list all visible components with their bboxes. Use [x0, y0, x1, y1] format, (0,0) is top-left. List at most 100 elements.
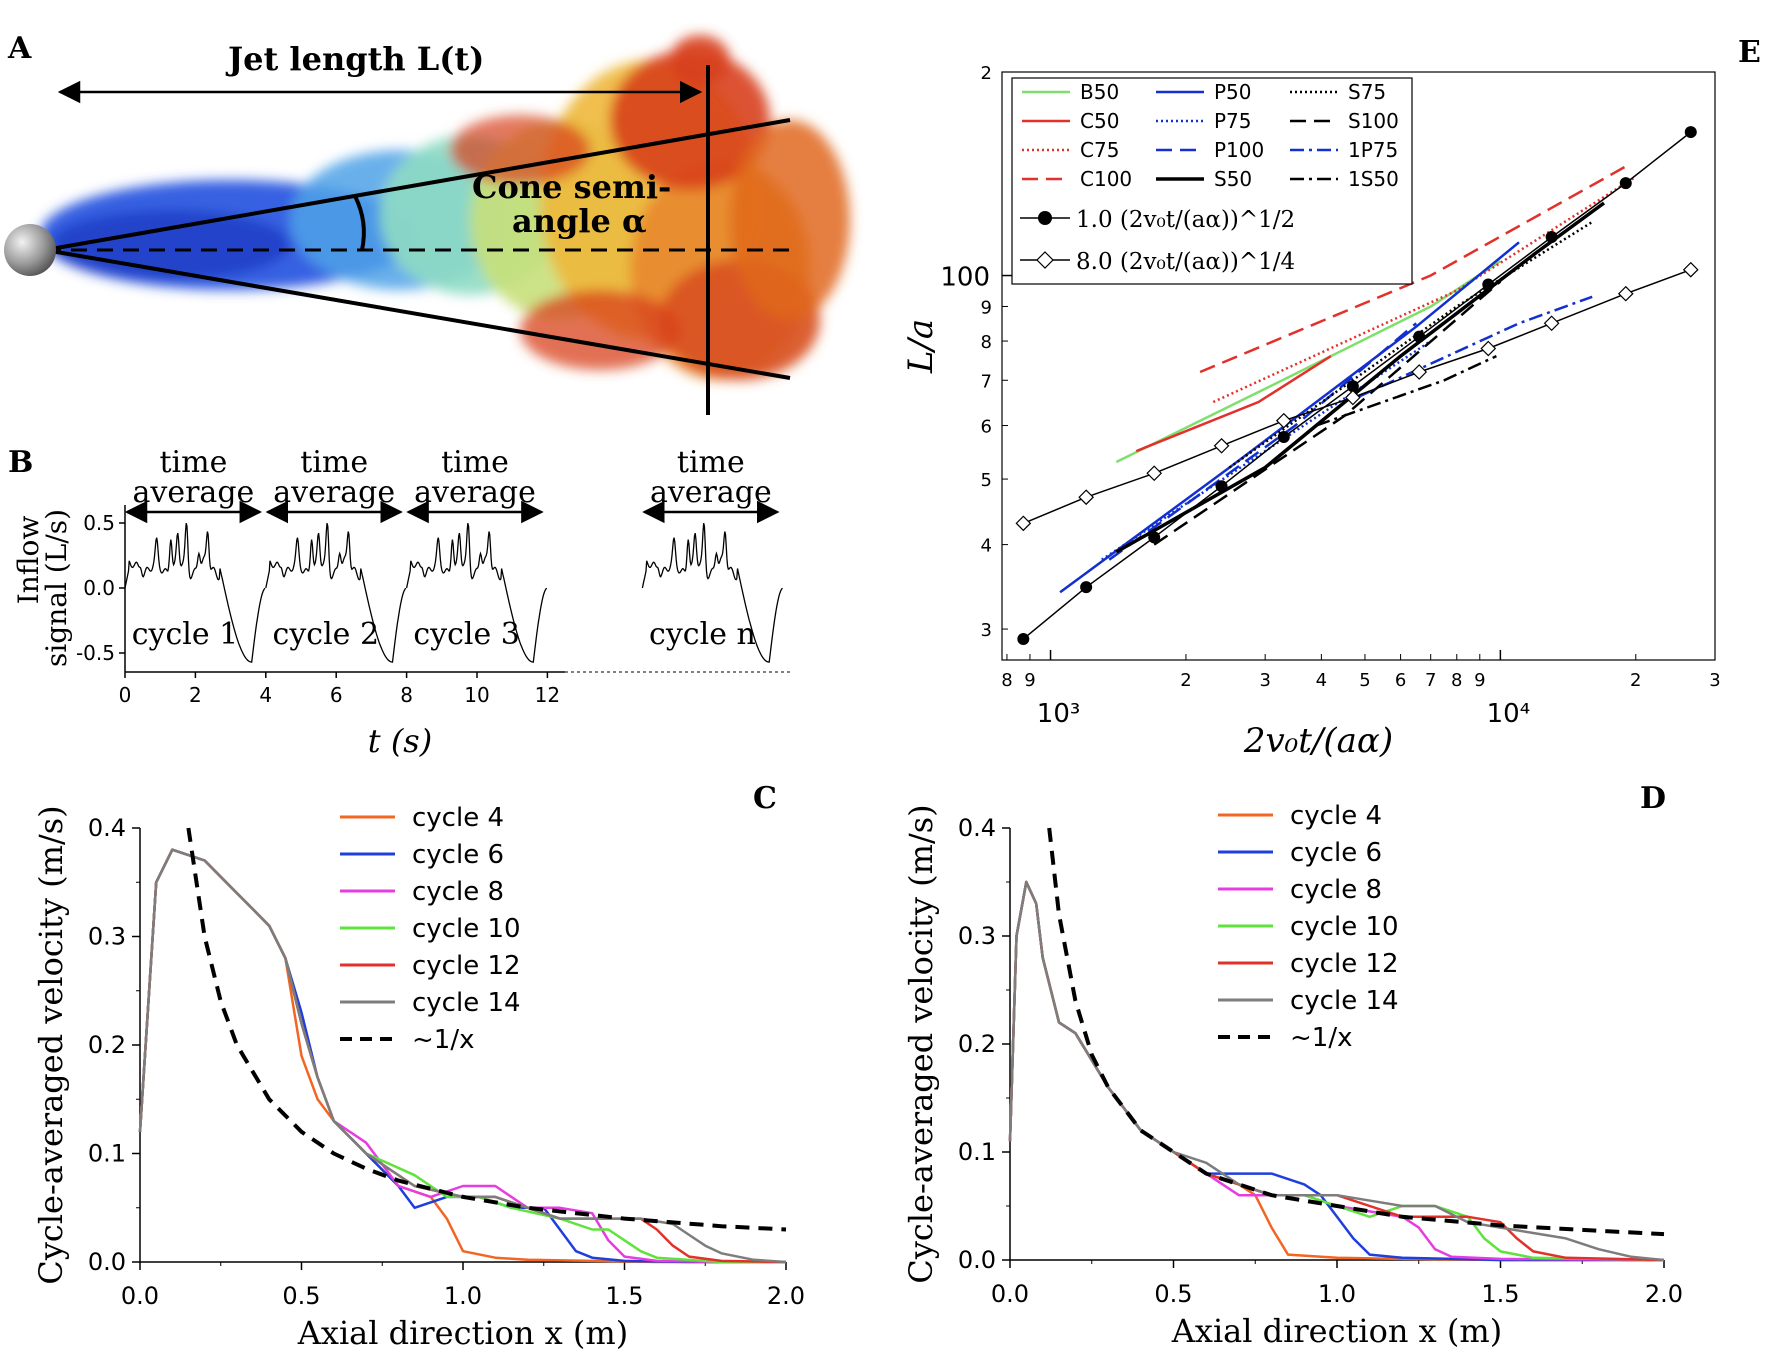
e-xlabel: 2v₀t/(aα): [1243, 721, 1393, 761]
e-series-line: [1115, 260, 1502, 464]
e-ytick-minor-label: 8: [981, 332, 992, 353]
d-axes-legend-label: cycle 8: [1290, 875, 1382, 905]
c-axes-legend-label: cycle 14: [412, 988, 521, 1018]
c-axes-ytick-label: 0.3: [88, 923, 126, 951]
e-ytick-minor-label: 7: [981, 371, 992, 392]
panel-c: C 0.0 0.5 1.0 1.5 2.0 0.0 0.1 0.2 0.3 0.4 Axial di…: [32, 781, 805, 1352]
e-fit-marker-dot: [1684, 126, 1697, 139]
e-xtick-minor-label: 4: [1316, 670, 1327, 691]
b-cycle-label: cycle 3: [413, 617, 520, 652]
e-legend-label: C75: [1080, 138, 1119, 162]
e-legend-fit-label: 1.0 (2v₀t/(aα))^1/2: [1076, 207, 1295, 233]
c-axes-series-line: [138, 848, 786, 1264]
e-xtick-minor-label: 9: [1024, 670, 1035, 691]
cone-label-line2: angle α: [512, 202, 647, 240]
b-cycle-label: cycle 1: [132, 617, 239, 652]
e-ytick-minor-label: 5: [981, 470, 992, 491]
e-legend-label: C100: [1080, 167, 1132, 191]
c-axes-legend-label: cycle 12: [412, 951, 521, 981]
c-axes-legend-label: cycle 8: [412, 877, 504, 907]
e-fit-marker-dot: [1277, 431, 1290, 444]
e-xtick-minor-label: 8: [1001, 670, 1012, 691]
e-series-line: [1356, 295, 1593, 399]
e-legend-label: S75: [1348, 80, 1386, 104]
panel-a: A Jet length L(t) Cone semi- angle α: [4, 31, 850, 415]
e-fit-marker-diamond: [1617, 285, 1634, 302]
e-xtick-minor-label: 9: [1474, 670, 1485, 691]
e-xtick-minor-label: 7: [1425, 670, 1436, 691]
e-series-line: [1199, 165, 1627, 374]
panel-c-chart: 0.0 0.5 1.0 1.5 2.0 0.0 0.1 0.2 0.3 0.4 Axial dire…: [32, 803, 805, 1352]
e-fit-marker-dot: [1215, 480, 1228, 493]
b-xtick-label: 2: [189, 683, 202, 707]
d-axes-ytick-label: 0.1: [958, 1138, 996, 1166]
b-xtick-label: 0: [119, 683, 132, 707]
panel-label-a: A: [7, 31, 32, 66]
c-axes-ytick-label: 0.2: [88, 1031, 126, 1059]
d-axes-legend-label: cycle 14: [1290, 986, 1399, 1016]
e-legend-label: C50: [1080, 109, 1119, 133]
b-signal-cycle: [405, 523, 548, 663]
c-axes-series-line: [138, 848, 787, 1264]
cone-lower-line: [44, 248, 791, 380]
e-ytick-minor-label: 2: [981, 63, 992, 84]
b-average-word2: average: [650, 475, 772, 510]
b-average-word1: time: [300, 445, 368, 480]
e-xtick-major-label: 10⁴: [1487, 699, 1531, 729]
d-axes-ytick-label: 0.4: [958, 814, 996, 842]
nozzle-sphere: [4, 224, 56, 276]
d-axes-series-line: [1047, 827, 1665, 1237]
e-xtick-minor-label: 2: [1180, 670, 1191, 691]
c-axes-ytick-label: 0.0: [88, 1248, 126, 1276]
e-legend-label: B50: [1080, 80, 1119, 104]
e-legend-fit-diamond: [1036, 251, 1054, 269]
e-xtick-minor-label: 3: [1259, 670, 1270, 691]
b-ytick-label: 0.0: [83, 576, 115, 600]
e-fit-marker-dot: [1148, 531, 1161, 544]
e-fit-marker-dot: [1017, 633, 1030, 646]
c-axes-ytick-label: 0.1: [88, 1140, 126, 1168]
c-axes-ylabel: Cycle-averaged velocity (m/s): [32, 805, 70, 1284]
cone-upper-line: [44, 118, 791, 252]
d-axes-legend-label: cycle 6: [1290, 838, 1382, 868]
e-fit-marker-dot: [1080, 581, 1093, 594]
e-legend-label: 1P75: [1348, 138, 1398, 162]
panel-d-chart: 0.0 0.5 1.0 1.5 2.0 0.0 0.1 0.2 0.3 0.4 Axial dire…: [902, 801, 1683, 1350]
e-legend-label: P100: [1214, 138, 1264, 162]
d-axes-xtick-label: 2.0: [1645, 1280, 1683, 1308]
panel-label-c: C: [753, 781, 777, 816]
b-ytick-label: 0.5: [83, 511, 115, 535]
e-xtick-minor-label: 2: [1630, 670, 1641, 691]
e-ytick-minor-label: 9: [981, 297, 992, 318]
e-series-line: [1108, 322, 1418, 561]
e-fit-marker-diamond: [1480, 340, 1497, 357]
d-axes-series-line: [1008, 880, 1665, 1262]
e-fit-marker-diamond: [1015, 515, 1032, 532]
e-legend-label: S50: [1214, 167, 1252, 191]
d-axes-legend-label: cycle 12: [1290, 949, 1399, 979]
e-series-line: [1315, 354, 1497, 427]
e-ytick-minor-label: 6: [981, 417, 992, 438]
b-xlabel: t (s): [368, 722, 432, 760]
d-axes-ytick-label: 0.0: [958, 1246, 996, 1274]
e-fit-marker-dot: [1619, 177, 1632, 190]
c-axes-series-line: [138, 848, 786, 1264]
c-axes-series-line: [138, 848, 786, 1264]
e-xtick-minor-label: 3: [1709, 670, 1720, 691]
e-fit-marker-dot: [1413, 330, 1426, 343]
e-legend-fit-dot: [1038, 211, 1052, 225]
b-average-word2: average: [414, 475, 536, 510]
e-fit-marker-diamond: [1213, 437, 1230, 454]
e-xtick-minor-label: 5: [1359, 670, 1370, 691]
b-average-word1: time: [441, 445, 509, 480]
b-average-word2: average: [273, 475, 395, 510]
e-ytick-major-label: 100: [940, 263, 990, 293]
cone-label-line1: Cone semi-: [472, 168, 671, 206]
e-fit-marker-diamond: [1078, 489, 1095, 506]
e-ytick-minor-label: 4: [981, 536, 992, 557]
